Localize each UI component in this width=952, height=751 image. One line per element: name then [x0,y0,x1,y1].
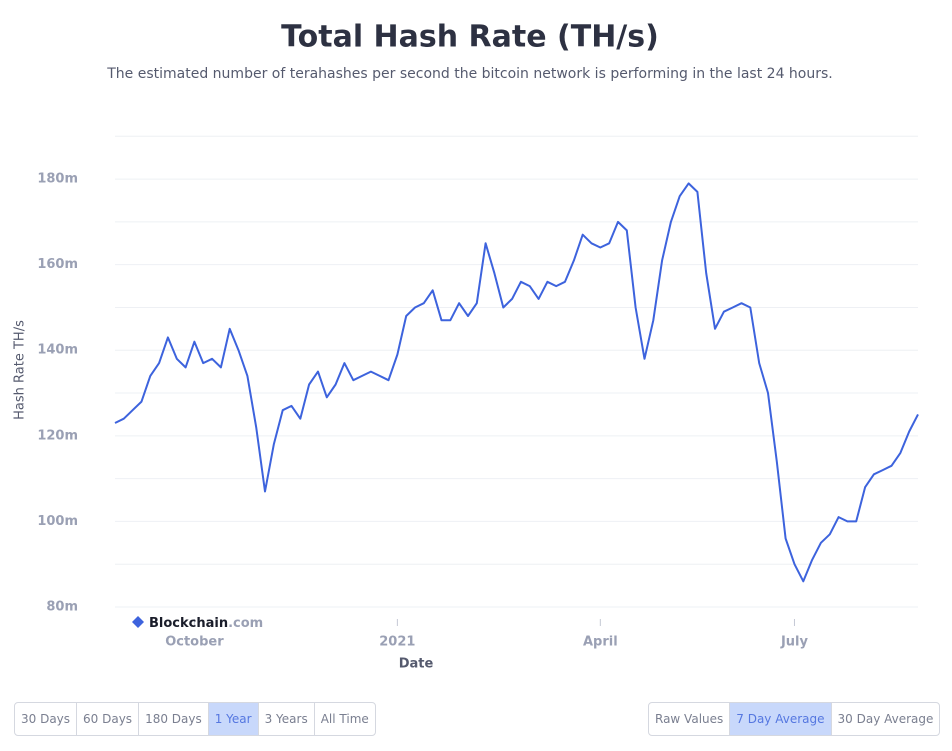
watermark-brand: Blockchain [149,616,228,631]
y-axis-label: Hash Rate TH/s [13,320,28,420]
toggle-button[interactable]: 1 Year [208,703,259,735]
data-line [114,182,919,583]
watermark: Blockchain.com [149,616,263,631]
toggle-button[interactable]: All Time [320,712,369,726]
y-tick-label: 120m [37,428,78,443]
x-tick-label: October [165,635,224,650]
toggle-button[interactable]: 3 Years [259,703,315,735]
x-tick-label: April [583,635,618,650]
logo-icon [132,616,144,628]
y-tick-label: 140m [37,343,78,358]
toggle-button[interactable]: 180 Days [139,703,209,735]
period-buttons: 30 Days 60 Days 180 Days 1 Year 3 Years All T… [14,702,376,736]
average-buttons: Raw Values 7 Day Average 30 Day Average [648,702,941,736]
chart-subtitle: The estimated number of terahashes per s… [106,66,832,82]
y-tick-label: 100m [37,514,78,529]
x-axis-label: Date [399,657,434,672]
y-tick-label: 80m [46,600,78,615]
toggle-button[interactable]: 60 Days [77,703,140,735]
chart-title: Total Hash Rate (TH/s) [281,20,659,55]
y-tick-label: 160m [37,257,78,272]
y-tick-label: 180m [37,172,78,187]
x-tick-label: 2021 [379,635,415,650]
watermark-suffix: .com [228,616,263,631]
toggle-button[interactable]: Raw Values [649,703,731,735]
toggle-button[interactable]: 30 Day Average [837,712,934,726]
toggle-button[interactable]: 7 Day Average [730,703,832,735]
x-tick-label: July [780,635,809,650]
toggle-button[interactable]: 30 Days [15,703,78,735]
chart: July April 2021 October 180m 160m 140m 120m 100m… [13,20,919,672]
